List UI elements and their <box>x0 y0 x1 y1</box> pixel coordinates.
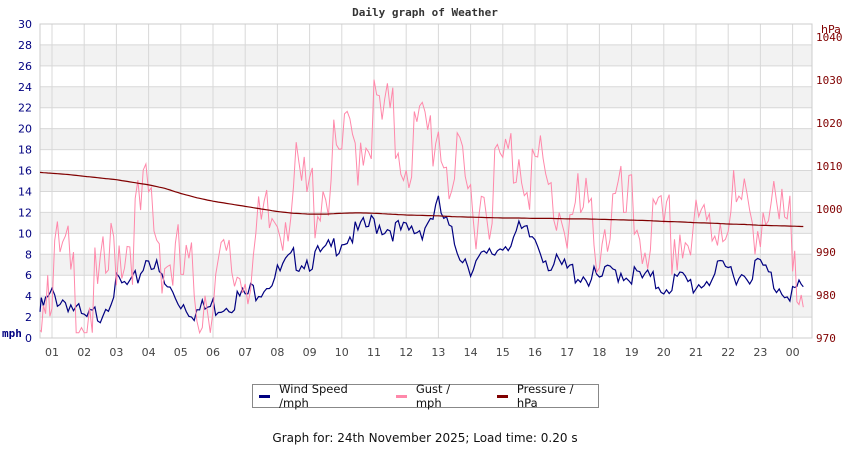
plot-frame <box>39 23 813 339</box>
chart-legend: Wind Speed /mph Gust / mph Pressure / hP… <box>252 382 599 410</box>
y-right-tick-label: 1020 <box>816 117 843 130</box>
legend-item-pressure: Pressure / hPa <box>496 382 592 410</box>
series-gust-mph <box>39 79 804 335</box>
y-left-tick-label: 0 <box>25 332 32 345</box>
legend-label-wind: Wind Speed /mph <box>279 382 348 410</box>
x-tick-label: 11 <box>367 346 381 359</box>
y-left-tick-label: 10 <box>18 227 32 240</box>
x-tick-label: 14 <box>464 346 478 359</box>
grid-band <box>40 44 812 66</box>
x-tick-label: 17 <box>560 346 574 359</box>
wind-swatch-icon <box>259 394 271 398</box>
series-pressure-hpa <box>39 171 804 228</box>
x-tick-label: 09 <box>303 346 317 359</box>
y-left-tick-label: 4 <box>25 290 32 303</box>
y-left-tick-label: 14 <box>18 185 32 198</box>
y-left-tick-label: 6 <box>25 269 32 282</box>
x-tick-label: 16 <box>528 346 542 359</box>
y-left-tick-label: 8 <box>25 248 32 261</box>
y-right-tick-label: 970 <box>816 332 836 345</box>
y-left-tick-label: 12 <box>18 206 32 219</box>
legend-item-gust: Gust / mph <box>395 382 475 410</box>
legend-item-wind: Wind Speed /mph <box>259 382 374 410</box>
gust-swatch-icon <box>395 394 407 398</box>
x-tick-label: 21 <box>689 346 703 359</box>
x-tick-label: 07 <box>238 346 252 359</box>
x-tick-label: 06 <box>206 346 220 359</box>
y-left-tick-label: 24 <box>18 81 32 94</box>
footer-status: Graph for: 24th November 2025; Load time… <box>272 431 578 445</box>
y-left-tick-label: 22 <box>18 102 32 115</box>
x-tick-label: 19 <box>625 346 639 359</box>
x-tick-label: 10 <box>335 346 349 359</box>
grid-band <box>40 212 812 234</box>
chart-plot: 01 02 03 04 05 06 07 08 09 10 11 12 13 14 15 16 17 18 19 20… <box>2 18 843 359</box>
x-tick-label: 00 <box>786 346 800 359</box>
y-left-tick-label: 16 <box>18 165 32 178</box>
y-right-tick-label: 1000 <box>816 203 843 216</box>
x-tick-label: 23 <box>753 346 767 359</box>
y-right-tick-label: 990 <box>816 246 836 259</box>
x-tick-label: 03 <box>109 346 123 359</box>
x-tick-label: 18 <box>592 346 606 359</box>
grid-band <box>40 86 812 108</box>
series-wind-speed-mph <box>39 195 804 324</box>
y-left-tick-label: 30 <box>18 18 32 31</box>
y-right-axis-label: hPa <box>821 23 841 36</box>
legend-label-gust: Gust / mph <box>415 382 451 410</box>
y-right-tick-label: 980 <box>816 289 836 302</box>
y-left-tick-label: 26 <box>18 60 32 73</box>
y-left-tick-label: 18 <box>18 144 32 157</box>
y-left-tick-label: 2 <box>25 311 32 324</box>
y-left-tick-label: 20 <box>18 123 32 136</box>
x-tick-label: 02 <box>77 346 91 359</box>
chart-title: Daily graph of Weather <box>352 6 498 19</box>
x-tick-label: 12 <box>399 346 413 359</box>
x-tick-label: 01 <box>45 346 59 359</box>
x-tick-label: 15 <box>496 346 510 359</box>
grid-band <box>40 254 812 276</box>
x-tick-label: 20 <box>657 346 671 359</box>
grid-band <box>40 128 812 150</box>
x-tick-label: 08 <box>270 346 284 359</box>
y-right-tick-label: 1010 <box>816 160 843 173</box>
y-right-tick-label: 1040 <box>816 31 843 44</box>
y-left-axis-label: mph <box>2 327 22 340</box>
x-tick-label: 22 <box>721 346 735 359</box>
y-right-tick-label: 1030 <box>816 74 843 87</box>
pressure-swatch-icon <box>496 394 508 398</box>
legend-label-pressure: Pressure / hPa <box>516 382 574 410</box>
x-tick-label: 13 <box>431 346 445 359</box>
y-left-tick-label: 28 <box>18 39 32 52</box>
x-tick-label: 04 <box>142 346 156 359</box>
x-tick-label: 05 <box>174 346 188 359</box>
